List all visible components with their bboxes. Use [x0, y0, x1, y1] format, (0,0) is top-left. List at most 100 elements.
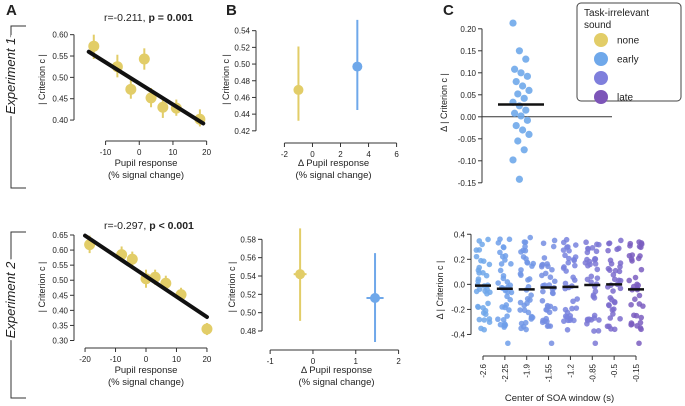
- x-tick-label: -0.5: [610, 363, 619, 377]
- data-point: [510, 65, 519, 73]
- y-tick-label: 0.50: [52, 276, 68, 285]
- data-point: [508, 261, 514, 267]
- data-point: [571, 277, 578, 283]
- x-tick-label: -1.2: [566, 363, 575, 377]
- data-point: [504, 313, 510, 319]
- data-point: [628, 320, 635, 326]
- y-tick-label: -0.4: [451, 330, 465, 339]
- data-point: [512, 78, 520, 86]
- data-point: [481, 317, 488, 323]
- data-point: [570, 298, 576, 305]
- data-point: [606, 240, 613, 246]
- data-point: [483, 272, 490, 279]
- data-point: [518, 325, 524, 332]
- y-tick-label: 0.2: [454, 255, 466, 264]
- data-point: [628, 301, 634, 308]
- data-point: [514, 137, 522, 145]
- data-point: [572, 242, 579, 248]
- data-point: [525, 130, 533, 138]
- data-point: [636, 340, 642, 347]
- data-point: [495, 240, 502, 246]
- stat-p: p = 0.001: [146, 12, 194, 24]
- data-point: [500, 244, 507, 250]
- x-tick-label: -1.9: [523, 363, 532, 377]
- data-point: [521, 307, 528, 314]
- y-tick-label: 0.50: [240, 309, 256, 318]
- x-tick-label: 20: [202, 148, 211, 157]
- y-axis-label: | Criterion c |: [227, 262, 237, 313]
- data-point: [549, 290, 556, 296]
- data-point: [517, 69, 525, 77]
- data-point: [608, 296, 615, 303]
- data-point: [540, 288, 546, 295]
- data-point: [611, 276, 618, 283]
- y-tick-label: 0.50: [234, 60, 250, 69]
- x-axis-label-unit: (% signal change): [298, 377, 374, 388]
- data-point: [514, 90, 522, 98]
- data-point: [524, 300, 530, 307]
- x-tick-label: -10: [110, 355, 122, 364]
- data-point: [566, 255, 572, 262]
- y-axis-label: Δ | Criterion c |: [435, 261, 445, 320]
- data-point: [485, 236, 491, 243]
- y-tick-label: -0.15: [458, 179, 477, 188]
- y-tick-label: -0.10: [458, 157, 477, 166]
- data-point: [486, 316, 493, 322]
- data-point: [592, 340, 599, 347]
- y-tick-label: -0.05: [458, 135, 477, 144]
- data-point: [498, 261, 505, 267]
- y-tick-label: 0.42: [234, 127, 250, 136]
- x-tick-label: -2.25: [501, 363, 510, 382]
- data-point: [482, 311, 489, 318]
- x-axis-label-unit: (% signal change): [295, 170, 371, 181]
- data-point: [522, 106, 530, 114]
- legend-title-line1: Task-irrelevant: [584, 8, 649, 19]
- data-point: [515, 175, 524, 183]
- data-point: [561, 318, 567, 324]
- data-point: [88, 40, 100, 52]
- data-point: [475, 278, 481, 284]
- x-tick-label: -1.55: [545, 363, 554, 382]
- data-point: [509, 156, 517, 164]
- y-tick-label: 0.10: [460, 69, 476, 78]
- data-point: [539, 261, 546, 268]
- row-label-exp1: Experiment 1: [3, 38, 18, 115]
- regression-line: [86, 49, 206, 126]
- x-tick-label: 10: [168, 148, 177, 157]
- data-point: [574, 296, 581, 302]
- data-point: [519, 82, 527, 90]
- x-tick-label: 6: [394, 150, 399, 159]
- row-bracket-exp1: [10, 25, 26, 189]
- chart-exp2-soa-window: -0.4 -0.2 0.0 0.2 0.4 -2.6 -2.25 -1.9 -1.55 -1.2 -…: [435, 230, 646, 404]
- data-point: [589, 245, 596, 251]
- y-tick-label: 0.55: [52, 261, 68, 270]
- data-point: [629, 258, 635, 264]
- data-point: [519, 126, 527, 134]
- y-tick-label: 0.60: [52, 31, 68, 40]
- data-point: [539, 297, 546, 304]
- panel-letter-c: C: [443, 2, 454, 19]
- data-point: [502, 304, 508, 311]
- stat-r: r=-0.211,: [104, 12, 146, 24]
- data-point: [520, 146, 528, 154]
- data-point: [544, 261, 550, 267]
- data-point: [605, 265, 612, 272]
- data-point: [500, 275, 507, 282]
- legend-title-line2: sound: [584, 20, 611, 31]
- data-point: [633, 312, 640, 319]
- data-point: [506, 236, 513, 243]
- data-point: [527, 234, 534, 241]
- data-point: [565, 317, 571, 324]
- x-tick-label: 10: [172, 355, 181, 364]
- data-point: [588, 273, 595, 280]
- y-tick-label: 0.54: [234, 27, 250, 36]
- x-axis-label: Δ Pupil response: [301, 365, 372, 376]
- data-point: [370, 293, 381, 303]
- stat-r: r=-0.297,: [104, 220, 146, 232]
- data-point: [546, 309, 553, 316]
- x-tick-label: 4: [366, 150, 371, 159]
- y-tick-label: 0.60: [52, 246, 68, 255]
- data-point: [592, 255, 598, 262]
- data-point: [517, 307, 523, 313]
